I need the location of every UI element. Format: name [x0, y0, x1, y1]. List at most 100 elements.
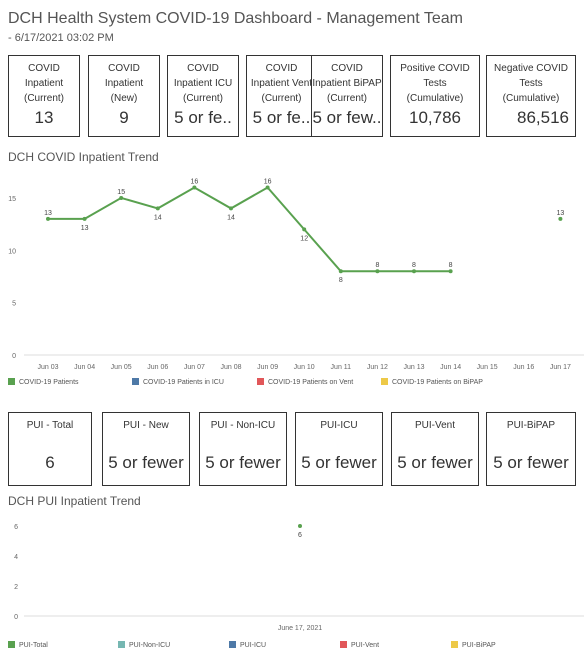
- data-point: [298, 524, 302, 528]
- pui-label: PUI-Vent: [414, 420, 456, 431]
- data-label: 13: [557, 210, 565, 217]
- data-label: 13: [81, 225, 89, 232]
- legend-swatch: [340, 641, 347, 648]
- kpi-inpatient-new[interactable]: COVID Inpatient (New) 9: [88, 55, 160, 137]
- legend-swatch: [8, 641, 15, 648]
- x-tick-label: Jun 13: [403, 364, 424, 371]
- data-point: [119, 195, 124, 200]
- kpi-label: COVID Inpatient (New): [104, 63, 144, 104]
- data-point: [338, 269, 343, 274]
- data-label: 16: [191, 178, 199, 185]
- pui-non-icu-tile[interactable]: PUI - Non-ICU 5 or fewer: [199, 412, 287, 486]
- kpi-value: 9: [119, 108, 129, 127]
- kpi-value: 5 or fe..: [252, 108, 311, 127]
- data-label: 15: [117, 189, 125, 196]
- kpi-label: COVID Inpatient ICU (Current): [173, 63, 233, 104]
- y-tick-label: 2: [14, 584, 18, 591]
- data-label: 16: [264, 178, 272, 185]
- kpi-positive-tests[interactable]: Positive COVID Tests (Cumulative) 10,786: [390, 55, 480, 137]
- trend-line: [48, 186, 451, 273]
- pui-legend-item[interactable]: PUI-ICU: [229, 641, 266, 649]
- x-tick-label: Jun 06: [147, 364, 168, 371]
- y-tick-label: 0: [14, 614, 18, 621]
- pui-legend-item[interactable]: PUI-BiPAP: [451, 641, 496, 649]
- pui-label: PUI - New: [123, 420, 169, 431]
- dashboard-timestamp: - 6/17/2021 03:02 PM: [8, 32, 114, 44]
- x-tick-label: Jun 10: [294, 364, 315, 371]
- kpi-label: COVID Inpatient (Current): [23, 63, 64, 104]
- pui-legend-item[interactable]: PUI-Vent: [340, 641, 379, 649]
- inpatient-trend-chart[interactable]: 0 5 10 15 Jun 03 Jun 04 Jun 05 Jun 06 Jun 07 Jun …: [0, 165, 584, 375]
- x-tick-label: June 17, 2021: [278, 625, 322, 632]
- data-point: [412, 269, 416, 274]
- y-tick-label: 5: [12, 301, 16, 308]
- kpi-value: 10,786: [409, 108, 461, 127]
- x-tick-label: Jun 08: [220, 364, 241, 371]
- kpi-negative-tests[interactable]: Negative COVID Tests (Cumulative) 86,516: [486, 55, 576, 137]
- x-tick-label: Jun 15: [477, 364, 498, 371]
- kpi-inpatient-bipap[interactable]: COVID Inpatient BiPAP (Current) 5 or few…: [311, 55, 383, 137]
- pui-label: PUI-BiPAP: [506, 420, 556, 431]
- data-point: [82, 216, 87, 221]
- kpi-label: COVID Inpatient Vent (Current): [250, 63, 313, 104]
- pui-value: 6: [45, 453, 55, 472]
- inpatient-trend-title: DCH COVID Inpatient Trend: [8, 150, 159, 164]
- data-label: 14: [154, 214, 162, 221]
- kpi-inpatient-icu[interactable]: COVID Inpatient ICU (Current) 5 or fe..: [167, 55, 239, 137]
- x-tick-label: Jun 03: [37, 364, 58, 371]
- kpi-label: Negative COVID Tests (Cumulative): [494, 63, 568, 104]
- pui-label: PUI - Non-ICU: [210, 420, 276, 431]
- y-tick-label: 6: [14, 524, 18, 531]
- pui-legend-item[interactable]: PUI-Non-ICU: [118, 641, 170, 649]
- data-label: 6: [298, 532, 302, 539]
- legend-swatch: [229, 641, 236, 648]
- pui-new-tile[interactable]: PUI - New 5 or fewer: [102, 412, 190, 486]
- inpatient-legend-item[interactable]: COVID-19 Patients on BiPAP: [381, 378, 483, 386]
- legend-swatch: [132, 378, 139, 385]
- inpatient-legend-item[interactable]: COVID-19 Patients on Vent: [257, 378, 353, 386]
- dashboard-title: DCH Health System COVID-19 Dashboard - M…: [8, 10, 463, 27]
- inpatient-legend-item[interactable]: COVID-19 Patients in ICU: [132, 378, 224, 386]
- legend-swatch: [118, 641, 125, 648]
- data-point: [46, 216, 50, 221]
- pui-bipap-tile[interactable]: PUI-BiPAP 5 or fewer: [486, 412, 576, 486]
- data-point: [302, 227, 307, 232]
- pui-value: 5 or fewer: [301, 453, 377, 472]
- kpi-value: 13: [34, 108, 54, 127]
- data-point: [558, 216, 563, 221]
- data-point: [448, 269, 453, 274]
- pui-value: 5 or fewer: [397, 453, 473, 472]
- kpi-label: COVID Inpatient BiPAP (Current): [312, 63, 382, 104]
- pui-icu-tile[interactable]: PUI-ICU 5 or fewer: [295, 412, 383, 486]
- y-tick-label: 4: [14, 554, 18, 561]
- kpi-inpatient-vent[interactable]: COVID Inpatient Vent (Current) 5 or fe..: [246, 55, 317, 137]
- kpi-value: 5 or fe..: [174, 108, 232, 127]
- legend-label: PUI-Vent: [351, 642, 380, 649]
- pui-vent-tile[interactable]: PUI-Vent 5 or fewer: [391, 412, 479, 486]
- pui-label: PUI-ICU: [320, 420, 358, 431]
- legend-label: PUI-Non-ICU: [129, 642, 171, 649]
- pui-value: 5 or fewer: [493, 453, 569, 472]
- data-point: [265, 185, 270, 190]
- y-tick-label: 15: [8, 196, 16, 203]
- pui-trend-chart[interactable]: 0 2 4 6 June 17, 2021 6: [0, 510, 584, 635]
- legend-label: COVID-19 Patients in ICU: [143, 379, 224, 386]
- pui-total-tile[interactable]: PUI - Total 6: [8, 412, 92, 486]
- kpi-inpatient-current[interactable]: COVID Inpatient (Current) 13: [8, 55, 80, 137]
- legend-label: COVID-19 Patients on BiPAP: [392, 379, 483, 386]
- data-label: 8: [449, 262, 453, 269]
- data-label: 12: [300, 235, 308, 242]
- data-label: 8: [412, 262, 416, 269]
- x-tick-label: Jun 11: [331, 364, 352, 371]
- pui-legend-item[interactable]: PUI-Total: [8, 641, 48, 649]
- pui-label: PUI - Total: [26, 420, 74, 431]
- legend-swatch: [8, 378, 15, 385]
- pui-value: 5 or fewer: [108, 453, 184, 472]
- legend-label: PUI-Total: [19, 642, 48, 649]
- kpi-value: 5 or few..: [312, 108, 382, 127]
- inpatient-legend-item[interactable]: COVID-19 Patients: [8, 378, 79, 386]
- data-point: [229, 206, 233, 211]
- kpi-value: 86,516: [517, 108, 569, 127]
- covid-kpi-row: COVID Inpatient (Current) 13 COVID Inpat…: [8, 55, 578, 139]
- data-point: [375, 269, 380, 274]
